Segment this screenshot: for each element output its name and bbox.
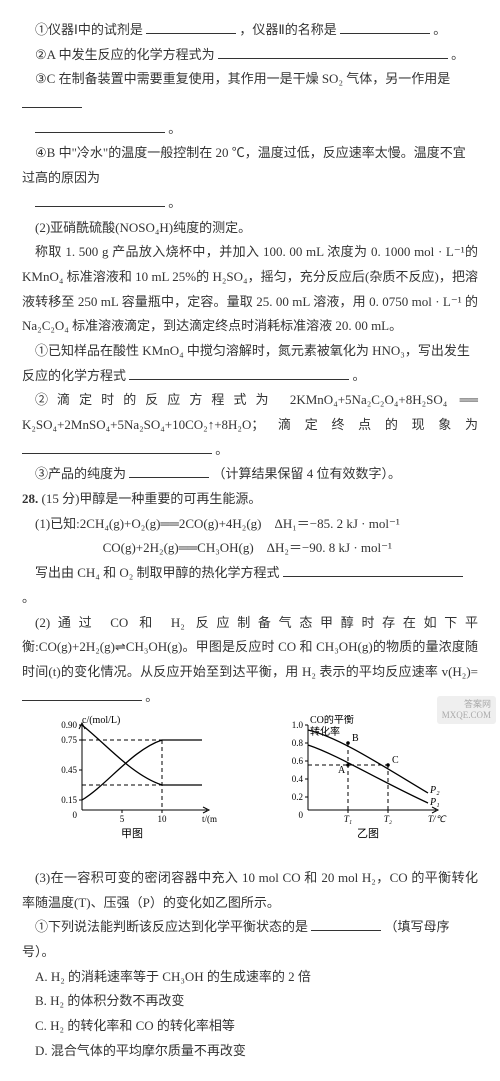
svg-text:C: C [392,755,399,766]
blank [22,441,212,454]
svg-text:P₂: P₂ [429,785,440,796]
svg-text:0.90: 0.90 [62,720,78,730]
text: B. H₂ 的体积分数不再改变 [35,993,184,1008]
line-13: (2)通过 CO 和 H₂ 反应制备气态甲醇时存在如下平衡:CO(g)+2H₂(… [22,611,478,710]
svg-text:t/(min): t/(min) [202,814,217,824]
line-10: (1)已知:2CH₄(g)+O₂(g)══2CO(g)+4H₂(g) ΔH₁＝−… [22,512,478,537]
line-15: ①下列说法能判断该反应达到化学平衡状态的是 （填写母序号）。 [22,915,478,964]
svg-text:T/℃: T/℃ [428,814,447,824]
blank [129,466,209,479]
text: 。 [145,689,158,704]
text: 写出由 CH₄ 和 O₂ 制取甲醇的热化学方程式 [35,565,280,580]
opt-d: D. 混合气体的平均摩尔质量不再改变 [22,1039,478,1064]
text: ①下列说法能判断该反应达到化学平衡状态的是 [35,919,308,934]
svg-text:0.75: 0.75 [62,735,78,745]
line-9: ③产品的纯度为 （计算结果保留 4 位有效数字）。 [22,462,478,487]
watermark: 答案网 MXQE.COM [437,696,496,724]
svg-text:T₂: T₂ [384,814,392,824]
line-4b: 。 [22,191,478,216]
svg-text:0.6: 0.6 [292,756,304,766]
text: ②A 中发生反应的化学方程式为 [35,47,215,62]
line-3: ③C 在制备装置中需要重复使用，其作用一是干燥 SO₂ 气体，另一作用是 [22,67,478,116]
svg-text:0.15: 0.15 [62,795,78,805]
text: (15 分)甲醇是一种重要的可再生能源。 [42,491,262,506]
blank [35,120,165,133]
blank [340,21,430,34]
opt-c: C. H₂ 的转化率和 CO 的转化率相等 [22,1014,478,1039]
blank [311,919,381,932]
text: ①仪器Ⅰ中的试剂是 [35,22,143,37]
line-6: 称取 1. 500 g 产品放入烧杯中，并加入 100. 00 mL 浓度为 0… [22,240,478,339]
text: 。 [215,442,228,457]
svg-text:10: 10 [158,814,168,824]
text: (2)通过 CO 和 H₂ 反应制备气态甲醇时存在如下平衡:CO(g)+2H₂(… [22,615,478,679]
line-7: ①已知样品在酸性 KMnO₄ 中搅匀溶解时，氮元素被氧化为 HNO₃，写出发生反… [22,339,478,388]
text: (1)已知:2CH₄(g)+O₂(g)══2CO(g)+4H₂(g) ΔH₁＝−… [35,516,400,531]
text: D. 混合气体的平均摩尔质量不再改变 [35,1043,246,1058]
text: 。 [451,47,464,62]
text: CO(g)+2H₂(g)══CH₃OH(g) ΔH₂＝−90. 8 kJ · m… [103,540,392,555]
svg-text:c/(mol/L): c/(mol/L) [82,715,120,726]
text: A. H₂ 的消耗速率等于 CH₃OH 的生成速率的 2 倍 [35,969,311,984]
svg-text:0.45: 0.45 [62,765,78,775]
text: ③产品的纯度为 [35,466,126,481]
blank [22,95,82,108]
text: ，仪器Ⅱ的名称是 [239,22,336,37]
text: ③C 在制备装置中需要重复使用，其作用一是干燥 SO₂ 气体，另一作用是 [35,71,450,86]
line-1: ①仪器Ⅰ中的试剂是 ，仪器Ⅱ的名称是 。 [22,18,478,43]
svg-text:A: A [338,765,346,776]
blank [218,46,448,59]
qnum: 28. [22,491,38,506]
blank [146,21,236,34]
blank [129,367,349,380]
charts-row: c/(mol/L) 0.90 0.75 0.45 0.15 0 5 10 t/(min) 甲图 C… [22,715,478,862]
svg-text:T₁: T₁ [344,814,352,824]
line-11: CO(g)+2H₂(g)══CH₃OH(g) ΔH₂＝−90. 8 kJ · m… [22,536,478,561]
opt-a: A. H₂ 的消耗速率等于 CH₃OH 的生成速率的 2 倍 [22,965,478,990]
watermark-l1: 答案网 [442,699,491,710]
question-28: 28. (15 分)甲醇是一种重要的可再生能源。 [22,487,478,512]
text: 称取 1. 500 g 产品放入烧杯中，并加入 100. 00 mL 浓度为 0… [22,244,478,333]
text: ②滴定时的反应方程式为 2KMnO₄+5Na₂C₂O₄+8H₂SO₄ ══ K₂… [22,392,478,432]
line-12: 写出由 CH₄ 和 O₂ 制取甲醇的热化学方程式 。 [22,561,478,610]
blank [35,194,165,207]
line-4: ④B 中"冷水"的温度一般控制在 20 ℃，温度过低，反应速率太慢。温度不宜过高… [22,141,478,190]
text: 。 [353,368,366,383]
line-3b: 。 [22,117,478,142]
blank [283,564,463,577]
line-14: (3)在一容积可变的密闭容器中充入 10 mol CO 和 20 mol H₂，… [22,866,478,915]
text: 。 [168,121,181,136]
text: 。 [168,195,181,210]
svg-text:乙图: 乙图 [357,827,379,840]
svg-text:0.2: 0.2 [292,792,303,802]
svg-text:0.8: 0.8 [292,738,304,748]
line-2: ②A 中发生反应的化学方程式为 。 [22,43,478,68]
text: (3)在一容积可变的密闭容器中充入 10 mol CO 和 20 mol H₂，… [22,870,478,910]
svg-text:0.4: 0.4 [292,774,304,784]
svg-text:CO的平衡: CO的平衡 [310,715,354,726]
line-8: ②滴定时的反应方程式为 2KMnO₄+5Na₂C₂O₄+8H₂SO₄ ══ K₂… [22,388,478,462]
svg-text:0: 0 [298,810,303,820]
text: ④B 中"冷水"的温度一般控制在 20 ℃，温度过低，反应速率太慢。温度不宜过高… [22,145,466,185]
blank [22,688,142,701]
opt-b: B. H₂ 的体积分数不再改变 [22,989,478,1014]
chart-2-svg: CO的平衡转化率1.00.80.60.40.20T₁T₂T/℃BACP₂P₁乙图 [278,715,448,853]
text: 。 [433,22,446,37]
line-5: (2)亚硝酰硫酸(NOSO₄H)纯度的测定。 [22,216,478,241]
chart-1-svg: c/(mol/L) 0.90 0.75 0.45 0.15 0 5 10 t/(min) 甲图 [52,715,217,853]
svg-text:B: B [352,733,359,744]
chart-1: c/(mol/L) 0.90 0.75 0.45 0.15 0 5 10 t/(min) 甲图 [52,715,217,862]
svg-text:P₁: P₁ [429,797,440,808]
text: （计算结果保留 4 位有效数字）。 [213,466,402,481]
chart-2: CO的平衡转化率1.00.80.60.40.20T₁T₂T/℃BACP₂P₁乙图 [278,715,448,862]
svg-text:1.0: 1.0 [292,720,304,730]
watermark-l2: MXQE.COM [442,710,491,721]
svg-text:甲图: 甲图 [121,827,143,840]
svg-text:5: 5 [120,814,125,824]
svg-text:0: 0 [73,810,78,820]
text: 。 [22,590,35,605]
text: (2)亚硝酰硫酸(NOSO₄H)纯度的测定。 [35,220,251,235]
text: C. H₂ 的转化率和 CO 的转化率相等 [35,1018,235,1033]
